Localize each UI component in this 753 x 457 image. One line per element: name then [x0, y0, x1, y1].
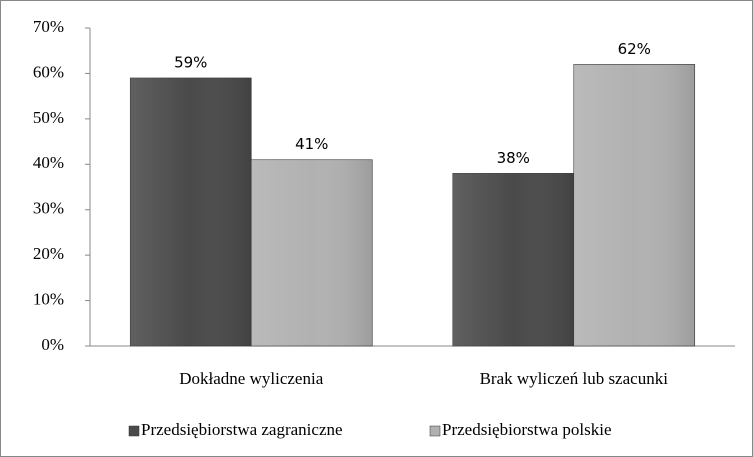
- y-tick-label: 10%: [33, 289, 64, 308]
- bar-shine: [452, 173, 574, 346]
- y-tick-label: 50%: [33, 108, 64, 127]
- data-label: 41%: [295, 135, 328, 153]
- data-label: 59%: [174, 53, 207, 71]
- y-tick-label: 20%: [33, 244, 64, 263]
- y-tick-label: 40%: [33, 153, 64, 172]
- y-tick-label: 60%: [33, 62, 64, 81]
- data-label: 62%: [618, 40, 651, 58]
- data-label: 38%: [497, 149, 530, 167]
- x-tick-label: Dokładne wyliczenia: [179, 369, 323, 388]
- legend-label: Przedsiębiorstwa zagraniczne: [141, 420, 343, 439]
- legend-swatch: [128, 425, 140, 437]
- bar-shine: [573, 64, 695, 346]
- y-tick-label: 0%: [41, 335, 64, 354]
- legend-swatch: [429, 425, 441, 437]
- y-tick-label: 70%: [33, 17, 64, 36]
- bar-shine: [130, 77, 252, 346]
- legend-label: Przedsiębiorstwa polskie: [442, 420, 612, 439]
- x-tick-label: Brak wyliczeń lub szacunki: [480, 369, 669, 388]
- bar-shine: [251, 159, 373, 346]
- y-tick-label: 30%: [33, 199, 64, 218]
